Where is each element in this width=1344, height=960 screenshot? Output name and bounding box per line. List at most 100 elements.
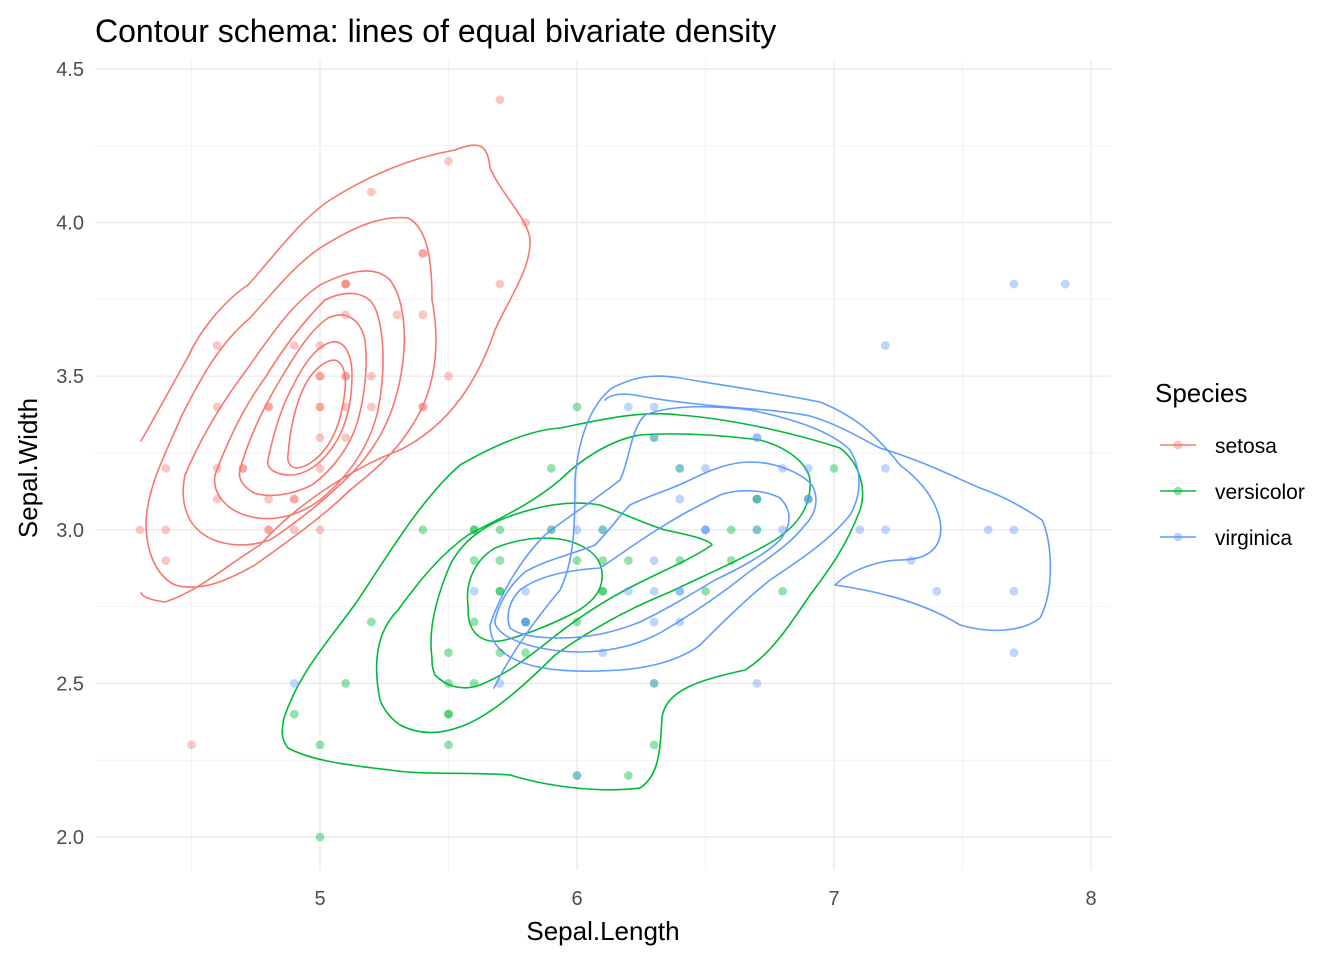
setosa-point [264, 402, 273, 412]
setosa-point [212, 341, 222, 350]
setosa-point [341, 279, 351, 289]
setosa-point [315, 371, 325, 381]
x-tick-label: 8 [1085, 888, 1096, 910]
setosa-point [444, 371, 453, 381]
versicolor-point [315, 740, 325, 750]
setosa-point [315, 341, 325, 350]
versicolor-point [572, 402, 582, 412]
versicolor-point [444, 679, 453, 688]
versicolor-point [495, 648, 505, 658]
virginica-point [906, 556, 916, 565]
versicolor-point [469, 525, 479, 535]
virginica-point [701, 463, 710, 473]
virginica-point [778, 463, 787, 473]
versicolor-point [444, 740, 453, 750]
virginica-point [624, 586, 633, 596]
versicolor-point [649, 433, 659, 443]
virginica-contour-4 [507, 489, 790, 639]
versicolor-contour-4 [466, 537, 603, 642]
data-points [135, 95, 1070, 842]
setosa-point [392, 310, 402, 320]
versicolor-point [315, 832, 325, 842]
versicolor-contour-1 [281, 412, 864, 791]
virginica-point [649, 617, 659, 627]
versicolor-point [675, 556, 685, 565]
setosa-point [264, 525, 273, 535]
x-tick-label: 7 [828, 888, 839, 910]
legend-label-virginica: virginica [1215, 527, 1292, 550]
virginica-point [598, 648, 608, 658]
setosa-point [418, 248, 428, 258]
setosa-point [315, 402, 325, 412]
setosa-point [289, 494, 299, 504]
setosa-contour-3 [182, 270, 406, 546]
versicolor-point [546, 525, 556, 535]
virginica-point [675, 586, 685, 596]
virginica-point [881, 341, 890, 350]
virginica-point [1009, 525, 1019, 535]
setosa-point [289, 494, 299, 504]
setosa-point [367, 402, 376, 412]
setosa-point [341, 402, 351, 412]
versicolor-point [495, 556, 505, 565]
versicolor-point [289, 709, 299, 719]
versicolor-point [649, 740, 659, 750]
versicolor-point [598, 525, 608, 535]
virginica-point [624, 402, 633, 412]
setosa-point [238, 463, 248, 473]
setosa-point [367, 187, 376, 197]
versicolor-point [367, 617, 376, 627]
virginica-point [701, 525, 710, 535]
legend-key-point-setosa [1173, 440, 1183, 450]
versicolor-point [521, 617, 530, 627]
virginica-point [649, 679, 659, 688]
grid [95, 60, 1111, 870]
versicolor-point [469, 617, 479, 627]
setosa-point [341, 279, 351, 289]
virginica-point [572, 771, 582, 780]
setosa-point [264, 402, 273, 412]
virginica-point [752, 433, 762, 443]
virginica-point [752, 679, 762, 688]
versicolor-point [829, 463, 839, 473]
setosa-contours [140, 144, 531, 603]
setosa-contour-7 [287, 359, 347, 469]
virginica-point [803, 463, 813, 473]
y-tick-label: 2.5 [56, 673, 84, 695]
setosa-point [315, 463, 325, 473]
legend-key-point-virginica [1173, 532, 1183, 542]
versicolor-point [598, 556, 608, 565]
virginica-point [752, 494, 762, 504]
versicolor-point [495, 586, 505, 596]
virginica-point [1060, 279, 1070, 289]
legend-label-setosa: setosa [1215, 435, 1277, 458]
setosa-point [212, 463, 222, 473]
versicolor-point [598, 586, 608, 596]
setosa-point [289, 341, 299, 350]
virginica-contour-3 [494, 461, 817, 653]
versicolor-contours [281, 412, 864, 791]
setosa-point [238, 463, 248, 473]
versicolor-point [778, 586, 787, 596]
y-tick-label: 3.5 [56, 366, 84, 388]
virginica-point [649, 433, 659, 443]
setosa-point [495, 279, 505, 289]
versicolor-point [521, 617, 530, 627]
versicolor-point [418, 525, 428, 535]
setosa-point [161, 463, 171, 473]
x-tick-label: 6 [571, 888, 582, 910]
versicolor-point [803, 494, 813, 504]
density-contours [140, 144, 1052, 791]
setosa-contour-5 [238, 314, 367, 497]
virginica-point [701, 525, 710, 535]
virginica-point [289, 679, 299, 688]
setosa-point [289, 525, 299, 535]
versicolor-point [572, 771, 582, 780]
versicolor-point [624, 556, 633, 565]
setosa-point [212, 494, 222, 504]
y-tick-label: 2.0 [56, 827, 84, 849]
setosa-point [161, 525, 171, 535]
setosa-point [418, 402, 428, 412]
virginica-point [649, 402, 659, 412]
